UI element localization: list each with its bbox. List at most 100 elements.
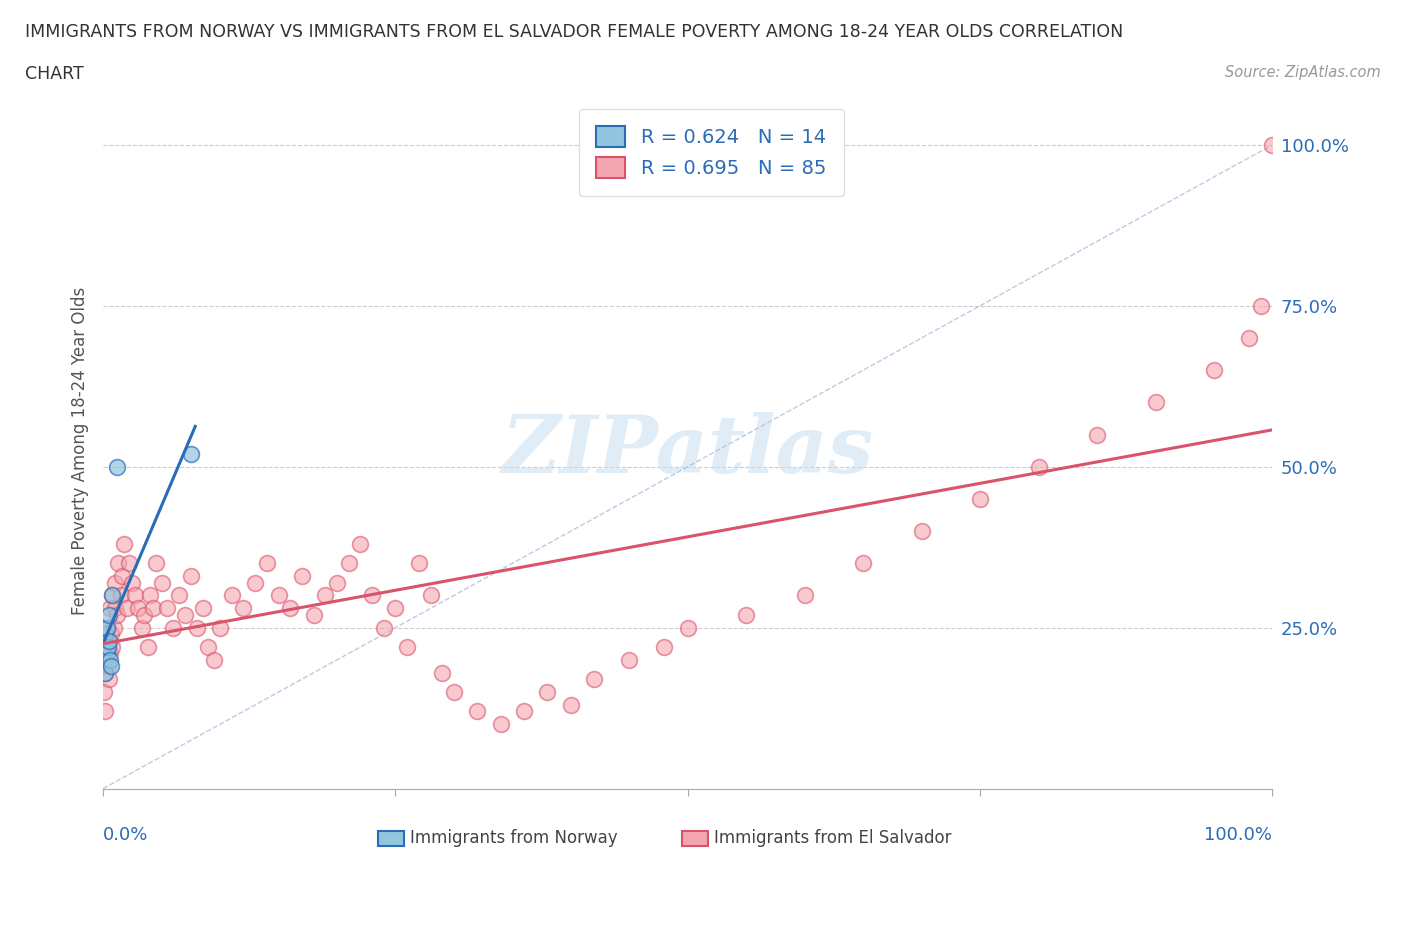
Point xyxy=(112,537,135,551)
Point xyxy=(93,653,115,668)
Point xyxy=(105,459,128,474)
Point xyxy=(256,556,278,571)
Point xyxy=(1202,363,1225,378)
Point xyxy=(513,704,536,719)
Point xyxy=(911,524,934,538)
Point xyxy=(536,684,558,699)
Point xyxy=(94,665,117,680)
Text: IMMIGRANTS FROM NORWAY VS IMMIGRANTS FROM EL SALVADOR FEMALE POVERTY AMONG 18-24: IMMIGRANTS FROM NORWAY VS IMMIGRANTS FRO… xyxy=(25,23,1123,41)
Text: CHART: CHART xyxy=(25,65,84,83)
Point xyxy=(93,684,115,699)
Point xyxy=(167,588,190,603)
Legend: R = 0.624   N = 14, R = 0.695   N = 85: R = 0.624 N = 14, R = 0.695 N = 85 xyxy=(579,109,844,196)
Y-axis label: Female Poverty Among 18-24 Year Olds: Female Poverty Among 18-24 Year Olds xyxy=(72,286,89,615)
Point xyxy=(139,588,162,603)
Point xyxy=(98,671,121,686)
Point xyxy=(96,653,118,668)
Point xyxy=(97,620,120,635)
Point xyxy=(96,640,118,655)
Point xyxy=(104,575,127,590)
Point xyxy=(349,537,371,551)
Point xyxy=(97,658,120,673)
Point xyxy=(94,704,117,719)
Point xyxy=(267,588,290,603)
Point xyxy=(127,601,149,616)
Point xyxy=(145,556,167,571)
Point xyxy=(105,607,128,622)
Point xyxy=(97,640,120,655)
Point xyxy=(432,665,454,680)
Point xyxy=(94,665,117,680)
Point xyxy=(735,607,758,622)
Point xyxy=(1250,299,1272,313)
Point xyxy=(98,633,121,648)
Text: Immigrants from El Salvador: Immigrants from El Salvador xyxy=(713,829,950,847)
Point xyxy=(150,575,173,590)
Point xyxy=(209,620,232,635)
Point xyxy=(1144,395,1167,410)
Point xyxy=(98,601,121,616)
FancyBboxPatch shape xyxy=(378,831,404,846)
Point xyxy=(180,569,202,584)
Point xyxy=(156,601,179,616)
Point xyxy=(96,646,118,661)
Point xyxy=(314,588,336,603)
Point xyxy=(243,575,266,590)
Point xyxy=(221,588,243,603)
Point xyxy=(373,620,395,635)
Point xyxy=(396,640,419,655)
Text: Source: ZipAtlas.com: Source: ZipAtlas.com xyxy=(1225,65,1381,80)
Text: 0.0%: 0.0% xyxy=(103,826,149,844)
Point xyxy=(110,588,132,603)
Point xyxy=(337,556,360,571)
Point xyxy=(103,620,125,635)
Point xyxy=(186,620,208,635)
FancyBboxPatch shape xyxy=(682,831,707,846)
Point xyxy=(793,588,815,603)
Point xyxy=(1261,138,1284,153)
Point xyxy=(197,640,219,655)
Point xyxy=(560,698,582,712)
Point xyxy=(180,446,202,461)
Point xyxy=(361,588,384,603)
Point xyxy=(419,588,441,603)
Point xyxy=(111,569,134,584)
Point xyxy=(101,588,124,603)
Point xyxy=(98,633,121,648)
Point xyxy=(142,601,165,616)
Text: Immigrants from Norway: Immigrants from Norway xyxy=(409,829,617,847)
Point xyxy=(278,601,301,616)
Point xyxy=(174,607,197,622)
Point xyxy=(619,653,641,668)
Point xyxy=(291,569,314,584)
Point xyxy=(302,607,325,622)
Point xyxy=(118,556,141,571)
Point xyxy=(100,658,122,673)
Point xyxy=(96,620,118,635)
Point xyxy=(408,556,430,571)
Point xyxy=(98,653,121,668)
Point xyxy=(489,717,512,732)
Point xyxy=(107,556,129,571)
Point xyxy=(121,575,143,590)
Point xyxy=(326,575,349,590)
Point xyxy=(94,627,117,642)
Point xyxy=(104,601,127,616)
Point xyxy=(162,620,184,635)
Point xyxy=(191,601,214,616)
Point xyxy=(100,627,122,642)
Point xyxy=(93,640,115,655)
Point xyxy=(1237,330,1260,345)
Point xyxy=(465,704,488,719)
Point xyxy=(232,601,254,616)
Point xyxy=(852,556,875,571)
Point xyxy=(443,684,465,699)
Point xyxy=(98,646,121,661)
Point xyxy=(583,671,606,686)
Text: 100.0%: 100.0% xyxy=(1205,826,1272,844)
Point xyxy=(124,588,146,603)
Point xyxy=(115,601,138,616)
Point xyxy=(654,640,676,655)
Point xyxy=(1028,459,1050,474)
Point xyxy=(101,588,124,603)
